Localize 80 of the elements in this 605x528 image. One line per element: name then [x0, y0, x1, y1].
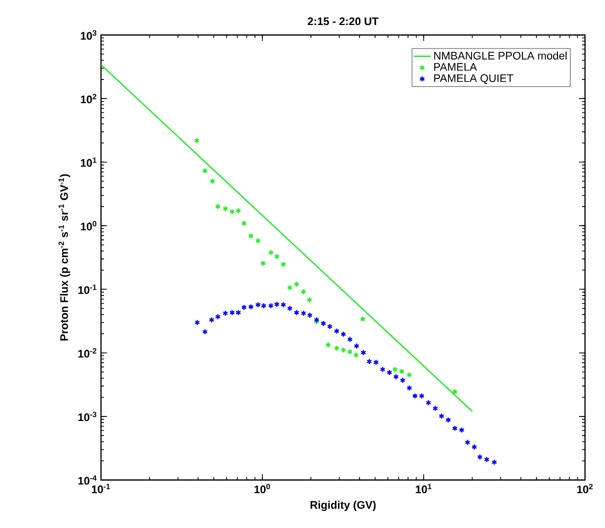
point	[260, 302, 266, 309]
point	[412, 392, 418, 400]
x-tick-label: 10$^{0}$	[254, 484, 270, 494]
point	[202, 168, 208, 174]
point	[464, 439, 470, 446]
point	[320, 320, 326, 327]
point	[248, 232, 254, 240]
point	[393, 374, 399, 380]
point	[366, 358, 372, 365]
point	[274, 254, 280, 260]
point	[294, 281, 300, 288]
point	[210, 178, 216, 184]
point	[418, 392, 424, 400]
legend-label: PAMELA	[434, 63, 477, 71]
legend-label: NMBANGLE PPOLA model	[434, 52, 567, 60]
point	[477, 454, 483, 460]
y-tick-label: 10$^{-3}$	[78, 412, 96, 422]
point	[194, 319, 200, 326]
y-tick-label: 10$^{2}$	[80, 94, 96, 104]
point	[268, 250, 274, 256]
point	[255, 302, 261, 308]
point	[202, 328, 208, 335]
point	[255, 238, 261, 244]
point	[236, 309, 242, 316]
point	[274, 301, 280, 308]
y-tick-label: 10$^{0}$	[80, 220, 96, 230]
x-tick-label: 10$^{1}$	[416, 484, 432, 494]
legend-label: PAMELA QUIET	[434, 74, 514, 84]
point	[432, 405, 438, 412]
point	[452, 425, 458, 432]
point	[215, 203, 221, 210]
point	[241, 220, 247, 226]
point	[426, 400, 432, 406]
point	[380, 366, 386, 372]
point	[215, 314, 221, 320]
point	[280, 261, 286, 268]
point	[354, 342, 360, 350]
point	[386, 369, 392, 376]
chart-title: 2:15 - 2:20 UT	[308, 17, 379, 26]
point	[445, 416, 451, 424]
point	[229, 309, 235, 316]
point	[260, 260, 266, 266]
point	[360, 349, 366, 356]
point	[248, 304, 254, 310]
point	[406, 384, 412, 392]
point	[373, 359, 379, 366]
x-axis-title: Rigidity (GV)	[310, 500, 376, 512]
point	[492, 459, 498, 466]
point	[208, 316, 214, 323]
point	[484, 456, 490, 463]
point	[222, 310, 228, 316]
point	[334, 328, 340, 334]
point	[241, 304, 247, 310]
point	[236, 208, 242, 214]
point	[294, 309, 300, 316]
point	[300, 288, 306, 295]
y-tick-label: 10$^{3}$	[80, 30, 96, 40]
point	[400, 377, 406, 384]
point	[268, 302, 274, 309]
point	[222, 206, 228, 212]
point	[347, 336, 353, 342]
x-tick-label: 10$^{2}$	[577, 484, 593, 494]
point	[229, 208, 235, 215]
point	[287, 284, 293, 291]
point	[280, 302, 286, 308]
x-tick-label: 10$^{-1}$	[92, 484, 110, 494]
point	[458, 426, 464, 434]
point	[438, 413, 444, 420]
y-tick-label: 10$^{-1}$	[78, 284, 96, 294]
y-tick-label: 10$^{1}$	[80, 157, 96, 167]
point	[306, 296, 312, 304]
point	[307, 312, 313, 318]
point	[300, 310, 306, 316]
y-tick-label: 10$^{-4}$	[78, 475, 97, 485]
point	[472, 444, 478, 450]
point	[340, 331, 346, 338]
y-tick-label: 10$^{-2}$	[78, 348, 96, 358]
point	[327, 323, 333, 330]
text: Proton Flux (p cm$^{-2}$ s$^{-1}$ sr$^{-1}$ GV$^{-1}$)	[58, 174, 70, 341]
point	[287, 305, 293, 312]
